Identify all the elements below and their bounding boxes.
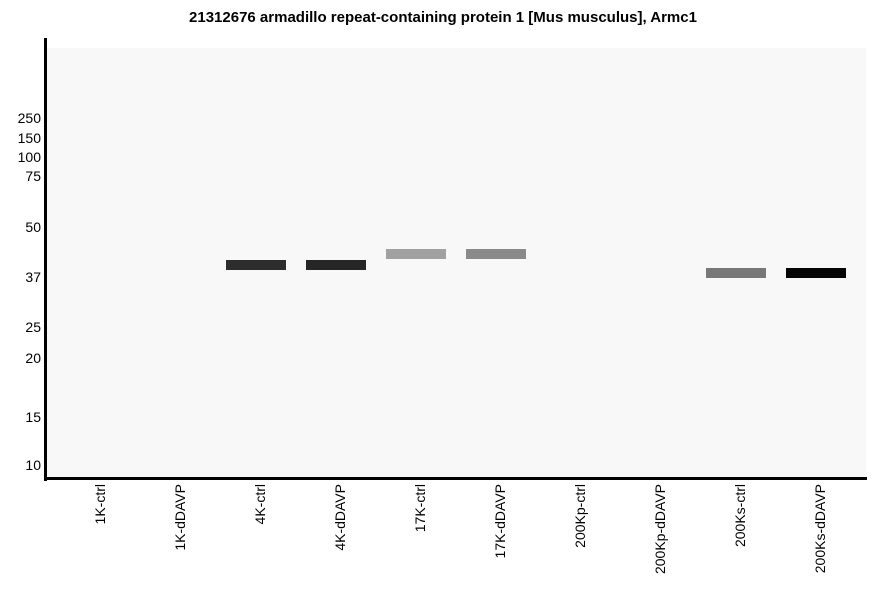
band-200Ks-ctrl — [706, 268, 766, 279]
y-axis-line — [44, 38, 47, 481]
x-axis-line — [44, 477, 867, 480]
band-4K-dDAVP — [306, 260, 366, 271]
lane-label-1K-dDAVP: 1K-dDAVP — [172, 484, 188, 551]
y-tick-label-150: 150 — [17, 130, 41, 146]
chart-title: 21312676 armadillo repeat-containing pro… — [189, 9, 697, 26]
band-17K-dDAVP — [466, 248, 526, 259]
lane-label-1K-ctrl: 1K-ctrl — [92, 484, 108, 525]
y-tick-label-37: 37 — [25, 269, 41, 285]
band-200Ks-dDAVP — [786, 268, 846, 279]
lane-label-200Kp-dDAVP: 200Kp-dDAVP — [652, 484, 668, 575]
plot-area — [47, 48, 866, 478]
lane-label-4K-ctrl: 4K-ctrl — [252, 484, 268, 525]
y-tick-label-15: 15 — [25, 409, 41, 425]
y-tick-label-250: 250 — [17, 110, 41, 126]
y-tick-label-100: 100 — [17, 149, 41, 165]
lane-label-200Kp-ctrl: 200Kp-ctrl — [572, 484, 588, 548]
y-tick-label-75: 75 — [25, 168, 41, 184]
lane-label-17K-ctrl: 17K-ctrl — [412, 484, 428, 533]
band-4K-ctrl — [226, 260, 286, 271]
y-tick-label-10: 10 — [25, 457, 41, 473]
lane-label-17K-dDAVP: 17K-dDAVP — [492, 484, 508, 559]
lane-label-200Ks-dDAVP: 200Ks-dDAVP — [812, 484, 828, 574]
y-tick-label-25: 25 — [25, 319, 41, 335]
band-17K-ctrl — [386, 248, 446, 259]
lane-label-4K-dDAVP: 4K-dDAVP — [332, 484, 348, 551]
y-tick-label-20: 20 — [25, 350, 41, 366]
y-tick-label-50: 50 — [25, 219, 41, 235]
lane-label-200Ks-ctrl: 200Ks-ctrl — [732, 484, 748, 548]
